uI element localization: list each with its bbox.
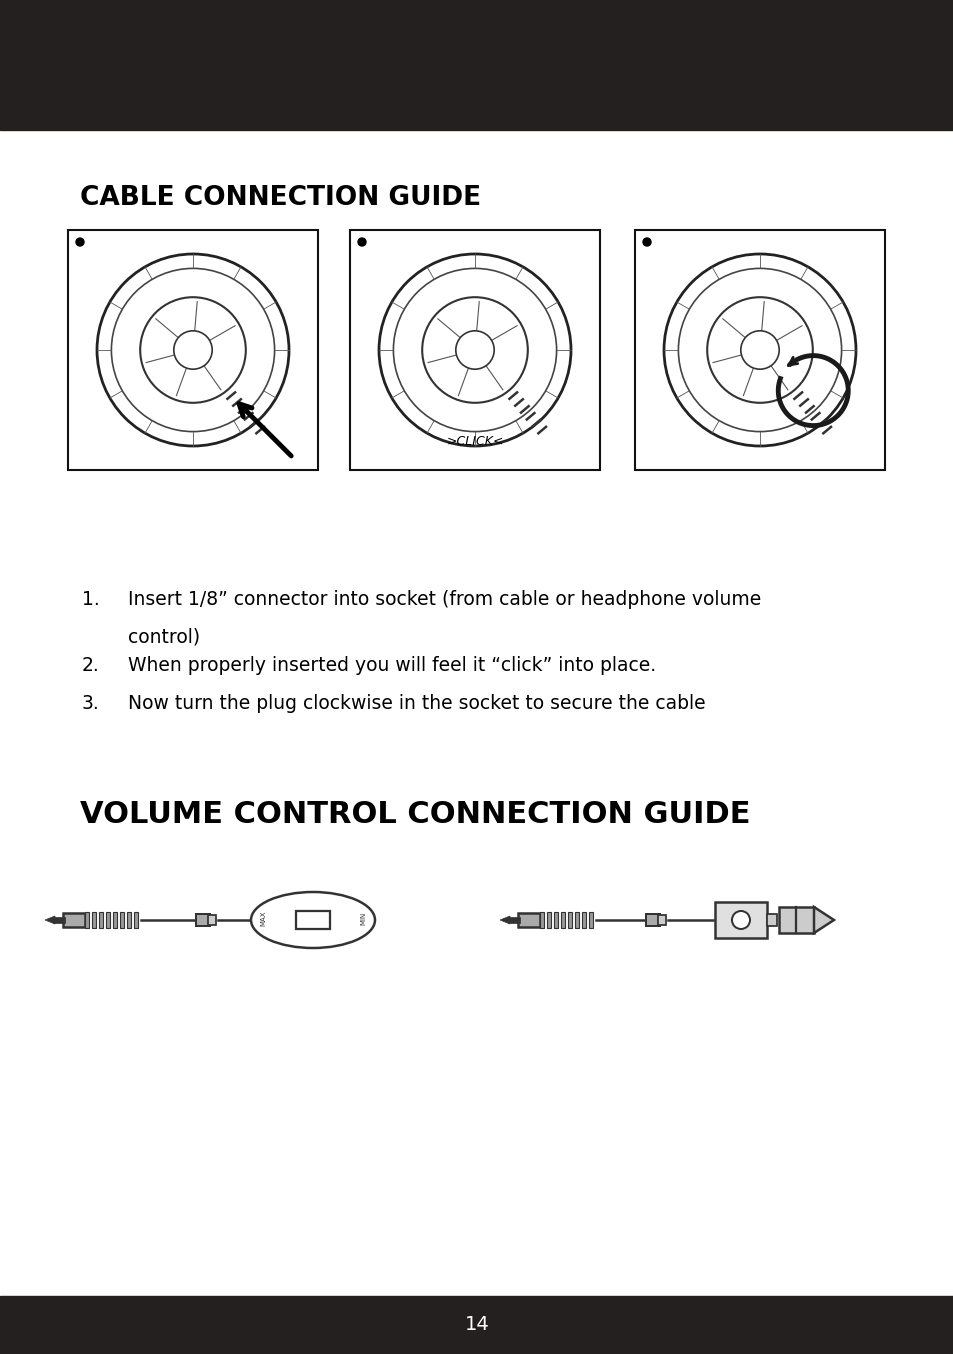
Bar <box>91 913 96 927</box>
Circle shape <box>731 911 749 929</box>
Text: control): control) <box>128 628 200 647</box>
Text: 3.: 3. <box>82 695 100 714</box>
Text: Now turn the plug clockwise in the socket to secure the cable: Now turn the plug clockwise in the socke… <box>128 695 705 714</box>
Bar <box>0 1296 953 1354</box>
Bar <box>295 911 330 929</box>
Text: CABLE CONNECTION GUIDE: CABLE CONNECTION GUIDE <box>80 185 480 211</box>
Bar <box>120 913 124 927</box>
Bar <box>766 914 776 926</box>
Circle shape <box>97 255 289 445</box>
Bar <box>133 913 138 927</box>
Bar <box>554 913 558 927</box>
Circle shape <box>740 330 779 370</box>
Bar <box>63 913 85 927</box>
Bar <box>85 913 89 927</box>
Circle shape <box>663 255 855 445</box>
Bar <box>0 0 953 130</box>
Bar <box>112 913 117 927</box>
Bar <box>560 913 564 927</box>
Circle shape <box>642 238 650 246</box>
Ellipse shape <box>251 892 375 948</box>
Text: 1.: 1. <box>82 590 100 609</box>
Text: MIN: MIN <box>359 911 366 925</box>
Bar <box>635 230 884 470</box>
Text: >CLICK<: >CLICK< <box>446 435 503 448</box>
Bar <box>53 917 65 923</box>
Polygon shape <box>45 917 55 923</box>
Bar <box>127 913 131 927</box>
Circle shape <box>456 330 494 370</box>
Circle shape <box>422 297 527 402</box>
Bar <box>588 913 593 927</box>
Bar <box>350 230 599 470</box>
Bar <box>779 907 813 933</box>
Bar <box>208 915 215 925</box>
Polygon shape <box>813 907 833 933</box>
Text: Insert 1/8” connector into socket (from cable or headphone volume: Insert 1/8” connector into socket (from … <box>128 590 760 609</box>
Bar <box>546 913 551 927</box>
Text: 14: 14 <box>464 1316 489 1335</box>
Bar <box>539 913 543 927</box>
Circle shape <box>173 330 212 370</box>
Bar <box>581 913 585 927</box>
Text: When properly inserted you will feel it “click” into place.: When properly inserted you will feel it … <box>128 655 656 676</box>
Circle shape <box>76 238 84 246</box>
Bar <box>714 902 766 938</box>
Bar <box>106 913 110 927</box>
Circle shape <box>706 297 812 402</box>
Bar <box>195 914 210 926</box>
Bar <box>658 915 665 925</box>
Text: MAX: MAX <box>260 910 266 926</box>
Bar <box>575 913 578 927</box>
Text: 2.: 2. <box>82 655 100 676</box>
Polygon shape <box>499 917 510 923</box>
Bar <box>507 917 519 923</box>
Bar <box>68 230 317 470</box>
Circle shape <box>140 297 246 402</box>
Bar <box>517 913 539 927</box>
Bar <box>99 913 103 927</box>
Bar <box>645 914 659 926</box>
Text: VOLUME CONTROL CONNECTION GUIDE: VOLUME CONTROL CONNECTION GUIDE <box>80 800 750 830</box>
Circle shape <box>357 238 366 246</box>
Circle shape <box>378 255 571 445</box>
Bar <box>567 913 572 927</box>
